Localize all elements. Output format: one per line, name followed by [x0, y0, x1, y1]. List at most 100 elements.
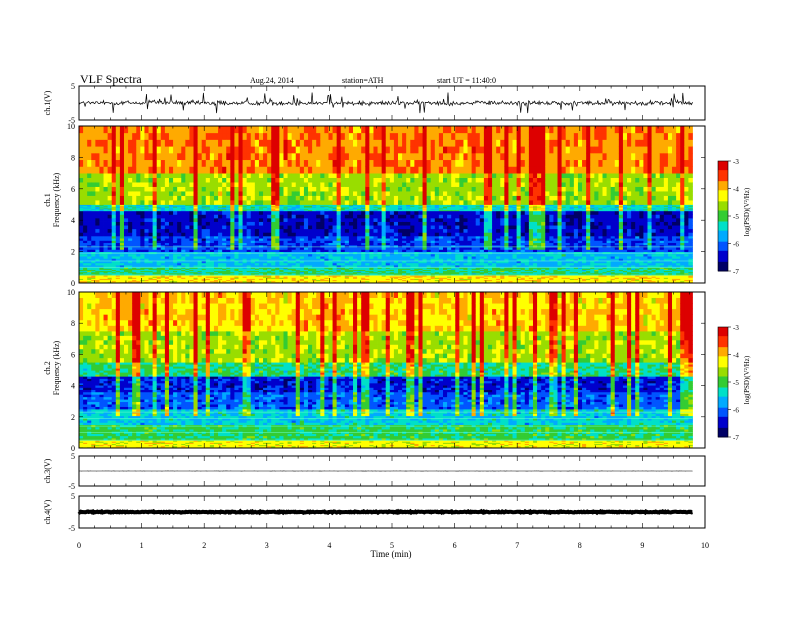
- ch1-spectrogram-cell: [312, 200, 316, 205]
- ch1-spectrogram-cell: [373, 222, 377, 226]
- ch1-spectrogram-cell: [222, 200, 226, 205]
- ch1-spectrogram-cell: [149, 146, 153, 153]
- ch1-waveform-trace: [79, 93, 693, 114]
- ch1-spectrogram-cell: [83, 153, 87, 160]
- ch1-spectrogram-cell: [177, 126, 181, 133]
- ch1-spectrogram-cell: [402, 225, 406, 229]
- ch1-spectrogram-cell: [267, 225, 271, 229]
- ch1-spectrogram-cell: [382, 133, 386, 140]
- ch1-spectrogram-cell: [382, 229, 386, 233]
- ch1-spectrogram-cell: [288, 126, 292, 133]
- ch1-spectrogram-cell: [132, 166, 136, 173]
- ch1-spectrogram-cell: [267, 256, 271, 259]
- ch1-spectrogram-cell: [275, 182, 279, 187]
- ch1-spectrogram-cell: [308, 211, 312, 215]
- ch1-spectrogram-cell: [251, 146, 255, 153]
- ch1-spectrogram-cell: [165, 133, 169, 140]
- ch1-spectrogram-cell: [222, 225, 226, 229]
- ch1-spectrogram-cell: [320, 256, 324, 259]
- ch1-spectrogram-cell: [116, 222, 120, 226]
- ch1-spectrogram-cell: [283, 225, 287, 229]
- ch1-spectrogram-cell: [251, 214, 255, 218]
- ch1-spectrogram-cell: [369, 229, 373, 233]
- ch1-spectrogram-cell: [328, 249, 332, 252]
- ch1-spectrogram-cell: [398, 256, 402, 259]
- ch1-spectrogram-cell: [259, 146, 263, 153]
- ch1-spectrogram-cell: [365, 240, 369, 243]
- ch1-spectrogram-cell: [177, 191, 181, 196]
- ch1-spectrogram-cell: [157, 214, 161, 218]
- ch1-spectrogram-cell: [410, 126, 414, 133]
- ch1-spectrogram-cell: [251, 232, 255, 236]
- ch1-spectrogram-cell: [427, 173, 431, 178]
- ch1-spectrogram-cell: [312, 256, 316, 259]
- ch1-spectrogram-cell: [128, 229, 132, 233]
- ch1-spectrogram-cell: [423, 133, 427, 140]
- ch1-spectrogram-cell: [418, 173, 422, 178]
- ch1-spectrogram-cell: [328, 229, 332, 233]
- ch1-spectrogram-cell: [177, 214, 181, 218]
- ch1-spectrogram-cell: [357, 187, 361, 192]
- ch1-spectrogram-cell: [177, 249, 181, 252]
- ch1-spectrogram-cell: [418, 178, 422, 183]
- ch1-spectrogram-cell: [316, 146, 320, 153]
- ch1-spectrogram-cell: [95, 133, 99, 140]
- ch1-spectrogram-cell: [234, 256, 238, 259]
- ch1-spectrogram-cell: [95, 160, 99, 167]
- ch1-spectrogram-cell: [95, 191, 99, 196]
- ch1-spectrogram-cell: [104, 225, 108, 229]
- ch1-spectrogram-cell: [308, 153, 312, 160]
- ch1-spectrogram-cell: [173, 240, 177, 243]
- ch1-spectrogram-cell: [312, 214, 316, 218]
- ch1-spectrogram-cell: [194, 222, 198, 226]
- ch1-spectrogram-cell: [153, 139, 157, 146]
- ch1-spectrogram-cell: [206, 200, 210, 205]
- ch1-spectrogram-cell: [165, 182, 169, 187]
- ch1-spectrogram-cell: [234, 214, 238, 218]
- ch1-spectrogram-cell: [206, 225, 210, 229]
- ch1-spectrogram-cell: [79, 232, 83, 236]
- ch1-spectrogram-cell: [333, 249, 337, 252]
- ch1-spectrogram-cell: [255, 173, 259, 178]
- ch1-spectrogram-cell: [386, 256, 390, 259]
- ch1-spectrogram-cell: [423, 182, 427, 187]
- ch1-spectrogram-cell: [263, 200, 267, 205]
- ch1-spectrogram-cell: [99, 200, 103, 205]
- ch1-spectrogram-cell: [198, 249, 202, 252]
- ch1-spectrogram-cell: [283, 240, 287, 243]
- ch1-spectrogram-cell: [112, 240, 116, 243]
- ch1-spectrogram-cell: [361, 225, 365, 229]
- ch1-spectrogram-cell: [194, 232, 198, 236]
- ch1-spectrogram-cell: [390, 133, 394, 140]
- ch1-spectrogram-cell: [173, 166, 177, 173]
- ch1-spectrogram-cell: [214, 229, 218, 233]
- ch1-spectrogram-cell: [120, 200, 124, 205]
- ch1-spectrogram-cell: [361, 133, 365, 140]
- ch1-spectrogram-cell: [353, 211, 357, 215]
- ch1-spectrogram-cell: [116, 126, 120, 133]
- ch1-spectrogram-cell: [239, 133, 243, 140]
- ch1-spectrogram-cell: [365, 178, 369, 183]
- ch1-spectrogram-cell: [300, 211, 304, 215]
- ch1-spectrogram-cell: [353, 187, 357, 192]
- ch1-spectrogram-cell: [128, 232, 132, 236]
- ch1-spectrogram-cell: [267, 222, 271, 226]
- ch1-spectrogram-cell: [230, 153, 234, 160]
- ch1-spectrogram-cell: [279, 178, 283, 183]
- ch1-spectrogram-cell: [247, 173, 251, 178]
- ch1-spectrogram-cell: [99, 139, 103, 146]
- ch1-spectrogram-cell: [79, 173, 83, 178]
- ch1-spectrogram-cell: [222, 232, 226, 236]
- ch1-spectrogram-cell: [104, 153, 108, 160]
- ch1-spectrogram-cell: [239, 196, 243, 201]
- ch1-spectrogram-cell: [144, 153, 148, 160]
- ch1-spectrogram-cell: [353, 225, 357, 229]
- ch1-spectrogram-cell: [365, 232, 369, 236]
- ch1-spectrogram-cell: [341, 173, 345, 178]
- ch1-spectrogram-cell: [312, 196, 316, 201]
- ch1-spectrogram-cell: [275, 214, 279, 218]
- ch1-spectrogram-cell: [95, 173, 99, 178]
- ch1-spectrogram-cell: [120, 146, 124, 153]
- ch1-spectrogram-cell: [275, 229, 279, 233]
- ch1-spectrogram-cell: [222, 146, 226, 153]
